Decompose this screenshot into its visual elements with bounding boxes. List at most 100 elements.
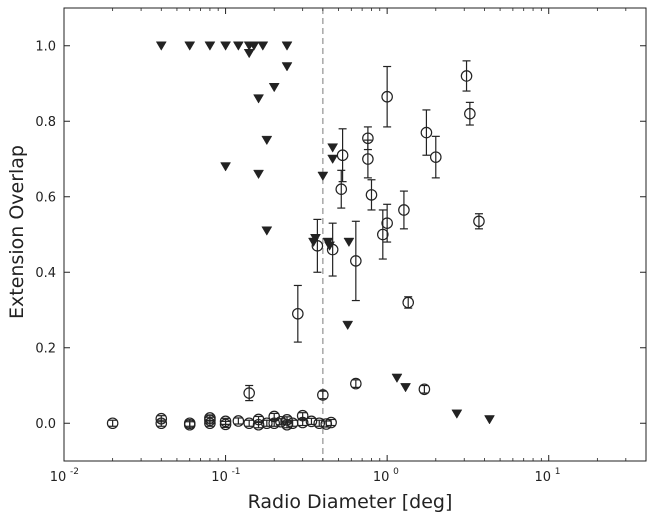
- data-point-circle: [350, 377, 362, 390]
- data-point-circle: [362, 126, 374, 151]
- plot-frame: [63, 7, 647, 462]
- circle-marker: [460, 70, 473, 82]
- data-marks: [106, 41, 495, 431]
- y-tick-label: 0.8: [35, 115, 56, 130]
- x-axis-label: Radio Diameter [deg]: [248, 491, 453, 513]
- data-point-triangle: [232, 41, 244, 51]
- circle-marker: [418, 383, 431, 396]
- data-point-circle: [377, 209, 389, 260]
- y-axis-label: Extension Overlap: [6, 145, 28, 319]
- data-point-triangle: [343, 237, 355, 248]
- circle-marker: [381, 90, 393, 103]
- data-point-circle: [473, 213, 485, 230]
- axis-ticks: 0.00.20.40.60.81.010 -2 10 -1 10 0 10 1: [35, 8, 646, 485]
- data-point-triangle: [220, 162, 232, 172]
- data-point-triangle: [317, 171, 329, 181]
- data-point-circle: [420, 109, 433, 156]
- y-tick-label: 0.0: [35, 417, 56, 432]
- circle-marker: [243, 387, 255, 399]
- data-point-circle: [336, 128, 349, 183]
- plot-border: [63, 7, 647, 462]
- data-point-circle: [381, 203, 393, 243]
- circle-marker: [183, 418, 196, 431]
- data-point-triangle: [261, 226, 273, 236]
- data-point-circle: [429, 135, 442, 179]
- circle-marker: [365, 189, 378, 201]
- data-point-circle: [464, 101, 476, 126]
- x-tick-exponent: 1: [555, 467, 561, 477]
- data-point-circle: [402, 296, 415, 309]
- circle-marker: [155, 417, 168, 430]
- data-point-circle: [350, 220, 362, 302]
- data-point-triangle: [484, 415, 495, 425]
- data-point-triangle: [327, 143, 339, 153]
- data-point-triangle: [248, 41, 260, 51]
- data-point-circle: [204, 414, 216, 427]
- data-point-triangle: [253, 169, 264, 180]
- circle-marker: [325, 416, 337, 429]
- data-point-triangle: [400, 383, 411, 393]
- circle-marker: [305, 415, 318, 428]
- data-point-triangle: [220, 41, 232, 51]
- data-point-triangle: [184, 41, 196, 51]
- circle-marker: [398, 204, 410, 216]
- x-tick-exponent: -2: [70, 467, 79, 477]
- circle-marker: [381, 217, 393, 229]
- circle-marker: [402, 296, 415, 309]
- x-tick-label: 10: [50, 470, 67, 485]
- data-point-triangle: [342, 320, 354, 331]
- data-point-triangle: [308, 237, 319, 248]
- circle-marker: [311, 240, 324, 252]
- y-tick-label: 0.2: [35, 341, 56, 356]
- circle-marker: [204, 414, 216, 427]
- data-point-triangle: [243, 49, 255, 59]
- circle-marker: [106, 417, 119, 430]
- circle-marker: [296, 416, 309, 429]
- data-point-circle: [292, 284, 304, 343]
- y-tick-label: 1.0: [35, 39, 56, 54]
- data-point-triangle: [327, 154, 339, 164]
- data-point-triangle: [281, 62, 293, 72]
- x-tick-label: 10: [211, 470, 228, 485]
- circle-marker: [261, 417, 273, 430]
- data-point-circle: [232, 415, 245, 427]
- circle-marker: [473, 215, 485, 228]
- circle-marker: [232, 415, 245, 427]
- data-point-triangle: [257, 41, 269, 51]
- y-tick-label: 0.4: [35, 266, 56, 281]
- circle-marker: [420, 126, 433, 139]
- data-point-triangle: [253, 94, 264, 104]
- data-point-triangle: [155, 41, 167, 51]
- data-point-triangle: [451, 409, 463, 419]
- circle-marker: [219, 418, 232, 431]
- y-tick-label: 0.6: [35, 190, 56, 205]
- data-point-triangle: [391, 373, 403, 383]
- data-point-circle: [418, 383, 431, 396]
- circle-marker: [292, 307, 304, 320]
- data-point-triangle: [268, 83, 280, 93]
- data-point-circle: [365, 179, 378, 211]
- circle-marker: [464, 107, 476, 120]
- data-point-triangle: [204, 41, 216, 51]
- data-point-circle: [106, 417, 119, 430]
- data-point-triangle: [324, 241, 335, 251]
- data-point-circle: [335, 169, 348, 209]
- data-point-circle: [296, 416, 309, 429]
- circle-marker: [362, 132, 374, 145]
- data-point-circle: [325, 416, 337, 429]
- circle-marker: [313, 417, 326, 430]
- circle-marker: [335, 183, 348, 195]
- data-point-circle: [155, 417, 168, 430]
- circle-marker: [350, 377, 362, 390]
- data-point-circle: [398, 190, 410, 230]
- circle-marker: [268, 417, 281, 430]
- data-point-triangle: [261, 135, 273, 146]
- x-tick-exponent: 0: [393, 467, 399, 477]
- x-tick-label: 10: [373, 470, 390, 485]
- circle-marker: [377, 228, 389, 241]
- data-point-circle: [460, 60, 473, 92]
- data-point-circle: [268, 417, 281, 430]
- circle-marker: [362, 153, 374, 165]
- data-point-circle: [243, 384, 255, 402]
